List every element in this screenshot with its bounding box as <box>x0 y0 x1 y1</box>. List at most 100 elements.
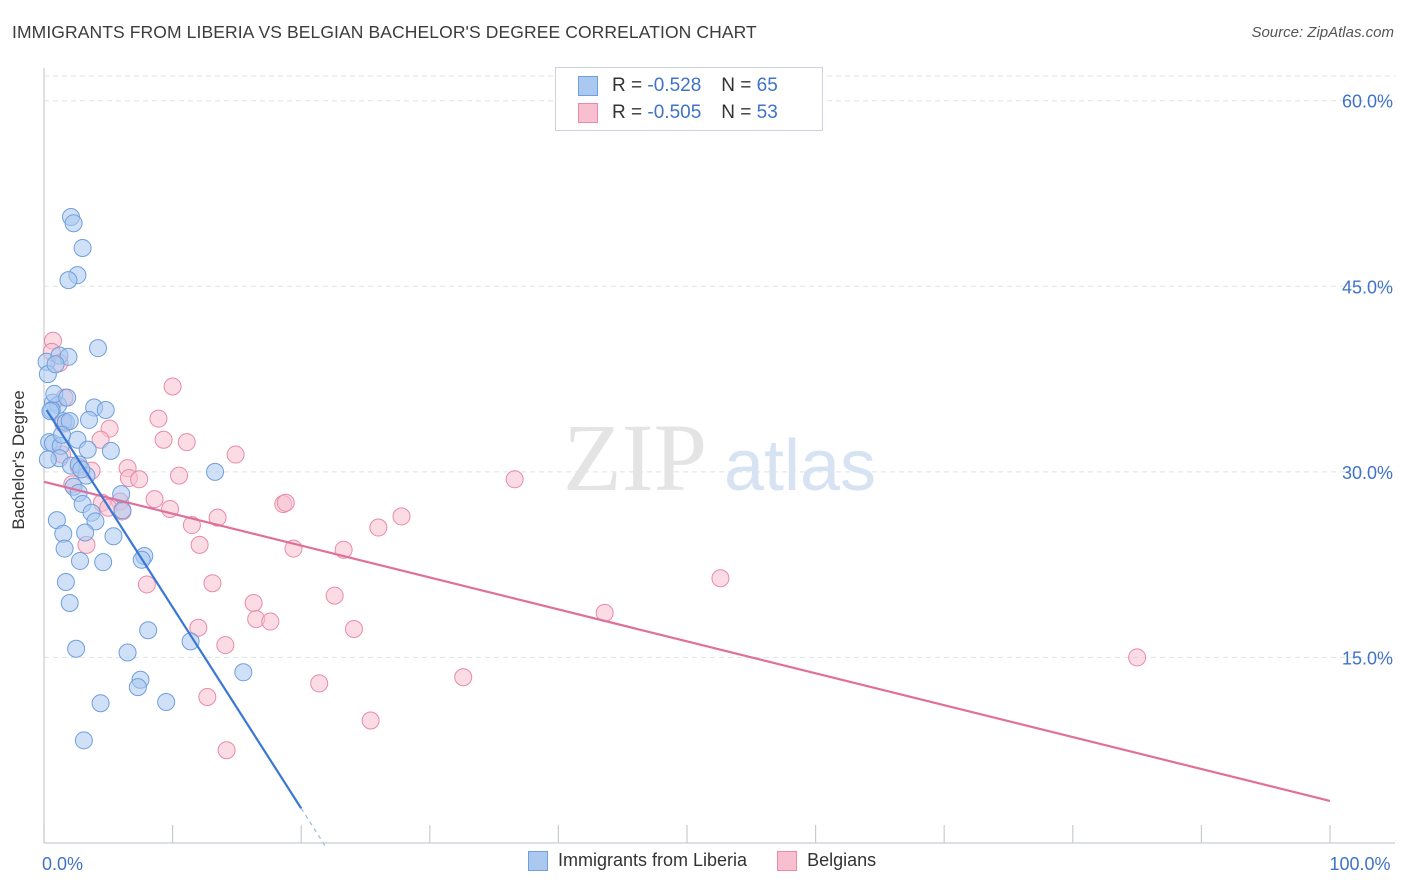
data-point-liberia <box>72 460 91 479</box>
legend-item-belgians[interactable]: Belgians <box>777 850 876 871</box>
chart-title: IMMIGRANTS FROM LIBERIA VS BELGIAN BACHE… <box>12 22 757 42</box>
r-value: -0.528 <box>647 75 702 96</box>
data-point-liberia <box>118 643 137 662</box>
data-point-belgians <box>392 507 411 526</box>
data-point-belgians <box>361 711 380 730</box>
trend-line-liberia-extension <box>300 808 327 848</box>
data-point-liberia <box>67 639 86 658</box>
data-point-liberia <box>157 692 176 711</box>
data-point-liberia <box>94 553 113 572</box>
r-label: R = <box>612 75 643 96</box>
y-tick-label: 45.0% <box>1342 277 1393 297</box>
stats-row-belgians: R = -0.505 N = 53 <box>578 100 778 126</box>
data-point-belgians <box>154 430 173 449</box>
data-point-belgians <box>369 518 388 537</box>
watermark: ZIP atlas <box>563 404 876 511</box>
data-point-liberia <box>76 523 95 542</box>
data-point-liberia <box>181 632 200 651</box>
data-point-belgians <box>130 470 149 489</box>
x-tick-label: 0.0% <box>42 854 83 874</box>
data-point-liberia <box>96 401 115 420</box>
source-label: Source: ZipAtlas.com <box>1251 24 1394 41</box>
data-point-belgians <box>310 674 329 693</box>
data-point-belgians <box>189 618 208 637</box>
data-point-liberia <box>41 402 60 421</box>
swatch-pink <box>578 103 598 123</box>
data-point-liberia <box>113 501 132 520</box>
watermark-atlas: atlas <box>724 426 876 506</box>
data-point-liberia <box>58 388 77 407</box>
swatch-blue <box>578 76 598 96</box>
data-point-belgians <box>137 575 156 594</box>
data-point-liberia <box>74 731 93 750</box>
legend-item-liberia[interactable]: Immigrants from Liberia <box>528 850 747 871</box>
data-point-liberia <box>234 663 253 682</box>
data-point-liberia <box>206 462 225 481</box>
data-point-belgians <box>505 470 524 489</box>
data-point-liberia <box>71 551 90 570</box>
r-value: -0.505 <box>647 102 702 123</box>
axes <box>43 68 1395 844</box>
n-value: 53 <box>756 102 778 123</box>
data-point-belgians <box>1128 648 1147 667</box>
n-value: 65 <box>756 75 778 96</box>
data-point-belgians <box>325 586 344 605</box>
data-point-belgians <box>163 377 182 396</box>
series-liberia <box>37 208 253 750</box>
data-point-liberia <box>80 410 99 429</box>
data-point-belgians <box>182 516 201 535</box>
y-tick-label: 30.0% <box>1342 463 1393 483</box>
data-point-belgians <box>208 508 227 527</box>
y-axis-label: Bachelor's Degree <box>9 390 28 530</box>
trend-line-liberia <box>45 409 303 809</box>
data-point-belgians <box>216 636 235 655</box>
n-label: N = <box>721 102 752 123</box>
data-point-liberia <box>64 214 83 233</box>
data-point-belgians <box>145 490 164 509</box>
data-point-liberia <box>139 621 158 640</box>
data-point-liberia <box>78 440 97 459</box>
data-point-belgians <box>276 493 295 512</box>
data-point-liberia <box>128 678 147 697</box>
data-point-liberia <box>46 355 65 374</box>
data-point-belgians <box>711 569 730 588</box>
data-point-belgians <box>454 668 473 687</box>
n-label: N = <box>721 75 752 96</box>
swatch-pink <box>777 850 798 871</box>
data-point-liberia <box>86 512 105 531</box>
data-point-liberia <box>73 238 92 257</box>
data-point-belgians <box>170 466 189 485</box>
data-point-belgians <box>261 612 280 631</box>
data-point-liberia <box>59 271 78 290</box>
data-point-liberia <box>104 527 123 546</box>
watermark-zip: ZIP <box>563 404 707 511</box>
data-point-liberia <box>112 485 131 504</box>
stats-legend: R = -0.528 N = 65 R = -0.505 N = 53 <box>555 67 823 131</box>
data-point-belgians <box>244 594 263 613</box>
data-point-belgians <box>91 430 110 449</box>
x-tick-label: 100.0% <box>1329 854 1390 874</box>
r-label: R = <box>612 102 643 123</box>
data-point-belgians <box>177 433 196 452</box>
swatch-blue <box>528 850 548 871</box>
data-point-belgians <box>217 741 236 760</box>
bottom-legend: Immigrants from Liberia Belgians <box>528 850 906 871</box>
data-point-belgians <box>149 409 168 428</box>
data-point-belgians <box>190 535 209 554</box>
data-point-belgians <box>203 574 222 593</box>
data-point-liberia <box>101 441 120 460</box>
trend-lines <box>43 409 1331 848</box>
data-point-liberia <box>55 539 74 558</box>
legend-label: Belgians <box>807 850 877 870</box>
data-point-belgians <box>344 619 363 638</box>
data-point-belgians <box>198 688 217 707</box>
y-tick-label: 60.0% <box>1342 92 1393 112</box>
series-belgians <box>42 331 1147 760</box>
legend-label: Immigrants from Liberia <box>558 850 748 870</box>
data-point-liberia <box>91 694 110 713</box>
data-point-liberia <box>89 339 108 358</box>
data-point-belgians <box>226 445 245 464</box>
data-point-liberia <box>60 412 79 431</box>
data-point-liberia <box>56 572 75 591</box>
